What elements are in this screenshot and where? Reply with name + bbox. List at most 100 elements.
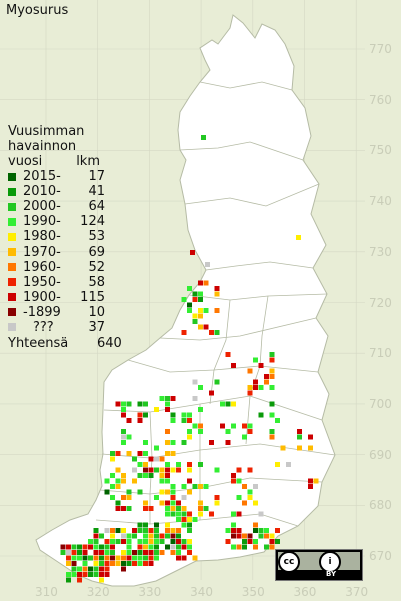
observation-square	[253, 379, 258, 385]
observation-square	[192, 291, 198, 297]
legend-item-count: 58	[88, 274, 105, 290]
observation-square	[242, 539, 247, 544]
observation-square	[176, 462, 181, 467]
observation-square	[137, 528, 143, 533]
observation-square	[143, 473, 148, 478]
observation-square	[143, 550, 148, 555]
observation-square	[115, 478, 121, 484]
observation-square	[93, 566, 99, 572]
observation-square	[71, 544, 77, 550]
observation-square	[286, 462, 291, 467]
legend-item-label: 1980-	[23, 229, 61, 245]
observation-square	[110, 539, 115, 544]
observation-square	[104, 478, 110, 484]
observation-square	[181, 495, 187, 500]
observation-square	[143, 528, 148, 533]
observation-square	[203, 484, 209, 489]
legend-header-year: vuosi	[8, 154, 43, 169]
observation-square	[253, 385, 258, 390]
y-axis-label: 680	[369, 498, 392, 513]
observation-square	[88, 566, 93, 572]
cc-icon: cc	[278, 551, 300, 573]
observation-square	[121, 440, 126, 445]
observation-square	[275, 528, 280, 533]
observation-square	[264, 533, 269, 539]
legend-item: 1990- 124	[8, 214, 105, 229]
observation-square	[181, 412, 187, 418]
observation-square	[253, 484, 258, 489]
observation-square	[187, 539, 192, 544]
observation-square	[71, 550, 77, 555]
observation-square	[225, 401, 231, 407]
observation-square	[115, 506, 121, 511]
finland-land-outline	[35, 14, 336, 587]
observation-square	[165, 396, 170, 401]
legend-item: 2010- 41	[8, 184, 105, 199]
observation-square	[154, 445, 159, 451]
observation-square	[121, 550, 126, 555]
observation-square	[269, 401, 275, 407]
observation-square	[104, 572, 110, 577]
observation-square	[154, 456, 159, 462]
observation-square	[297, 445, 302, 451]
observation-square	[104, 550, 110, 555]
observation-square	[159, 478, 165, 484]
y-axis-label: 670	[369, 549, 392, 563]
observation-square	[132, 478, 137, 484]
observation-square	[104, 555, 110, 561]
observation-squares	[60, 135, 319, 583]
legend-item-count: 69	[88, 244, 105, 260]
observation-square	[104, 489, 110, 495]
observation-square	[110, 561, 115, 566]
observation-square	[137, 522, 143, 528]
observation-square	[77, 572, 82, 577]
observation-square	[126, 555, 132, 561]
legend-total-row: Yhteensä 640	[8, 336, 122, 352]
legend-item-label: ???	[33, 319, 54, 335]
observation-square	[269, 385, 275, 390]
observation-square	[247, 429, 253, 434]
observation-square	[71, 555, 77, 561]
observation-square	[99, 566, 104, 572]
observation-square	[181, 511, 187, 517]
observation-square	[181, 517, 187, 522]
observation-square	[143, 533, 148, 539]
observation-square	[192, 423, 198, 429]
observation-square	[104, 561, 110, 566]
legend-item-label: 1950-	[23, 274, 61, 290]
observation-square	[170, 440, 176, 445]
observation-square	[154, 550, 159, 555]
observation-square	[187, 478, 192, 484]
observation-square	[88, 539, 93, 544]
observation-square	[121, 566, 126, 572]
observation-square	[269, 374, 275, 379]
observation-square	[148, 561, 154, 566]
observation-square	[170, 495, 176, 500]
legend-swatch	[8, 187, 16, 196]
observation-square	[214, 291, 220, 297]
attribution-icon: i	[319, 551, 341, 573]
observation-square	[181, 484, 187, 489]
observation-square	[269, 539, 275, 544]
legend-item: 1970- 69	[8, 244, 105, 260]
observation-square	[280, 445, 286, 451]
observation-square	[187, 528, 192, 533]
cc-by-license-badge[interactable]: cc i BY	[275, 549, 363, 581]
observation-square	[99, 555, 104, 561]
observation-square	[192, 484, 198, 489]
observation-square	[176, 555, 181, 561]
observation-square	[214, 308, 220, 313]
observation-square	[264, 374, 269, 379]
legend-item-count: 17	[88, 169, 105, 185]
observation-square	[269, 429, 275, 434]
observation-square	[181, 506, 187, 511]
observation-square	[110, 495, 115, 500]
observation-square	[104, 528, 110, 533]
observation-square	[214, 286, 220, 291]
observation-square	[143, 451, 148, 456]
observation-square	[253, 528, 258, 533]
observation-square	[121, 555, 126, 561]
observation-square	[77, 544, 82, 550]
observation-square	[110, 544, 115, 550]
observation-square	[181, 297, 187, 302]
